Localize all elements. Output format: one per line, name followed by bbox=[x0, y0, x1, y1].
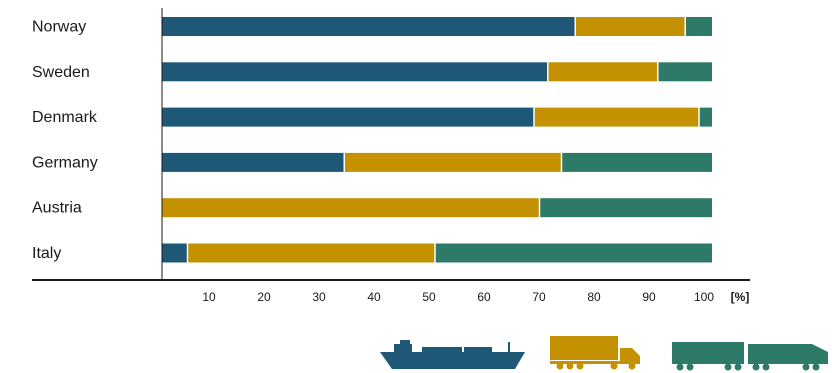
x-tick-label: 50 bbox=[422, 290, 436, 304]
bar-segment-train bbox=[686, 17, 712, 36]
x-tick-label: 40 bbox=[367, 290, 381, 304]
x-tick-label: 20 bbox=[257, 290, 271, 304]
bar-segment-truck bbox=[534, 107, 699, 127]
category-label: Norway bbox=[32, 19, 86, 36]
x-tick-label: 30 bbox=[312, 290, 326, 304]
bar-segment-train bbox=[540, 198, 712, 218]
x-tick-label: 90 bbox=[642, 290, 656, 304]
bar-segment-truck bbox=[188, 243, 435, 263]
bar-segment-truck bbox=[576, 17, 685, 36]
bar-segment-ship bbox=[162, 152, 344, 172]
x-tick-label: 80 bbox=[587, 290, 601, 304]
x-tick-label: 60 bbox=[477, 290, 491, 304]
train-icon bbox=[672, 342, 828, 371]
ship-icon bbox=[380, 340, 525, 369]
category-labels: Norway Sweden Denmark Germany Austria Italy bbox=[32, 19, 98, 263]
x-tick-label: 10 bbox=[202, 290, 216, 304]
x-unit-label: [%] bbox=[731, 290, 750, 304]
bar-segment-train bbox=[699, 107, 712, 127]
x-tick-labels: 10 20 30 40 50 60 70 80 90 100 bbox=[202, 290, 714, 304]
x-tick-label: 100 bbox=[694, 290, 714, 304]
bar-segment-truck bbox=[345, 152, 561, 172]
bar-segment-truck bbox=[162, 198, 539, 218]
bar-segment-ship bbox=[162, 17, 575, 36]
bar-segment-ship bbox=[162, 243, 187, 263]
category-label: Sweden bbox=[32, 64, 90, 81]
category-label: Denmark bbox=[32, 109, 98, 126]
bar-segment-ship bbox=[162, 62, 547, 82]
category-label: Austria bbox=[32, 200, 82, 217]
category-label: Germany bbox=[32, 154, 98, 171]
category-label: Italy bbox=[32, 245, 61, 262]
bar-segment-train bbox=[562, 152, 712, 172]
bar-segment-train bbox=[435, 243, 712, 263]
x-tick-label: 70 bbox=[532, 290, 546, 304]
bars-group bbox=[162, 17, 712, 263]
bar-segment-ship bbox=[162, 107, 534, 127]
bar-segment-truck bbox=[548, 62, 657, 82]
bar-segment-train bbox=[658, 62, 712, 82]
truck-icon bbox=[550, 336, 640, 370]
